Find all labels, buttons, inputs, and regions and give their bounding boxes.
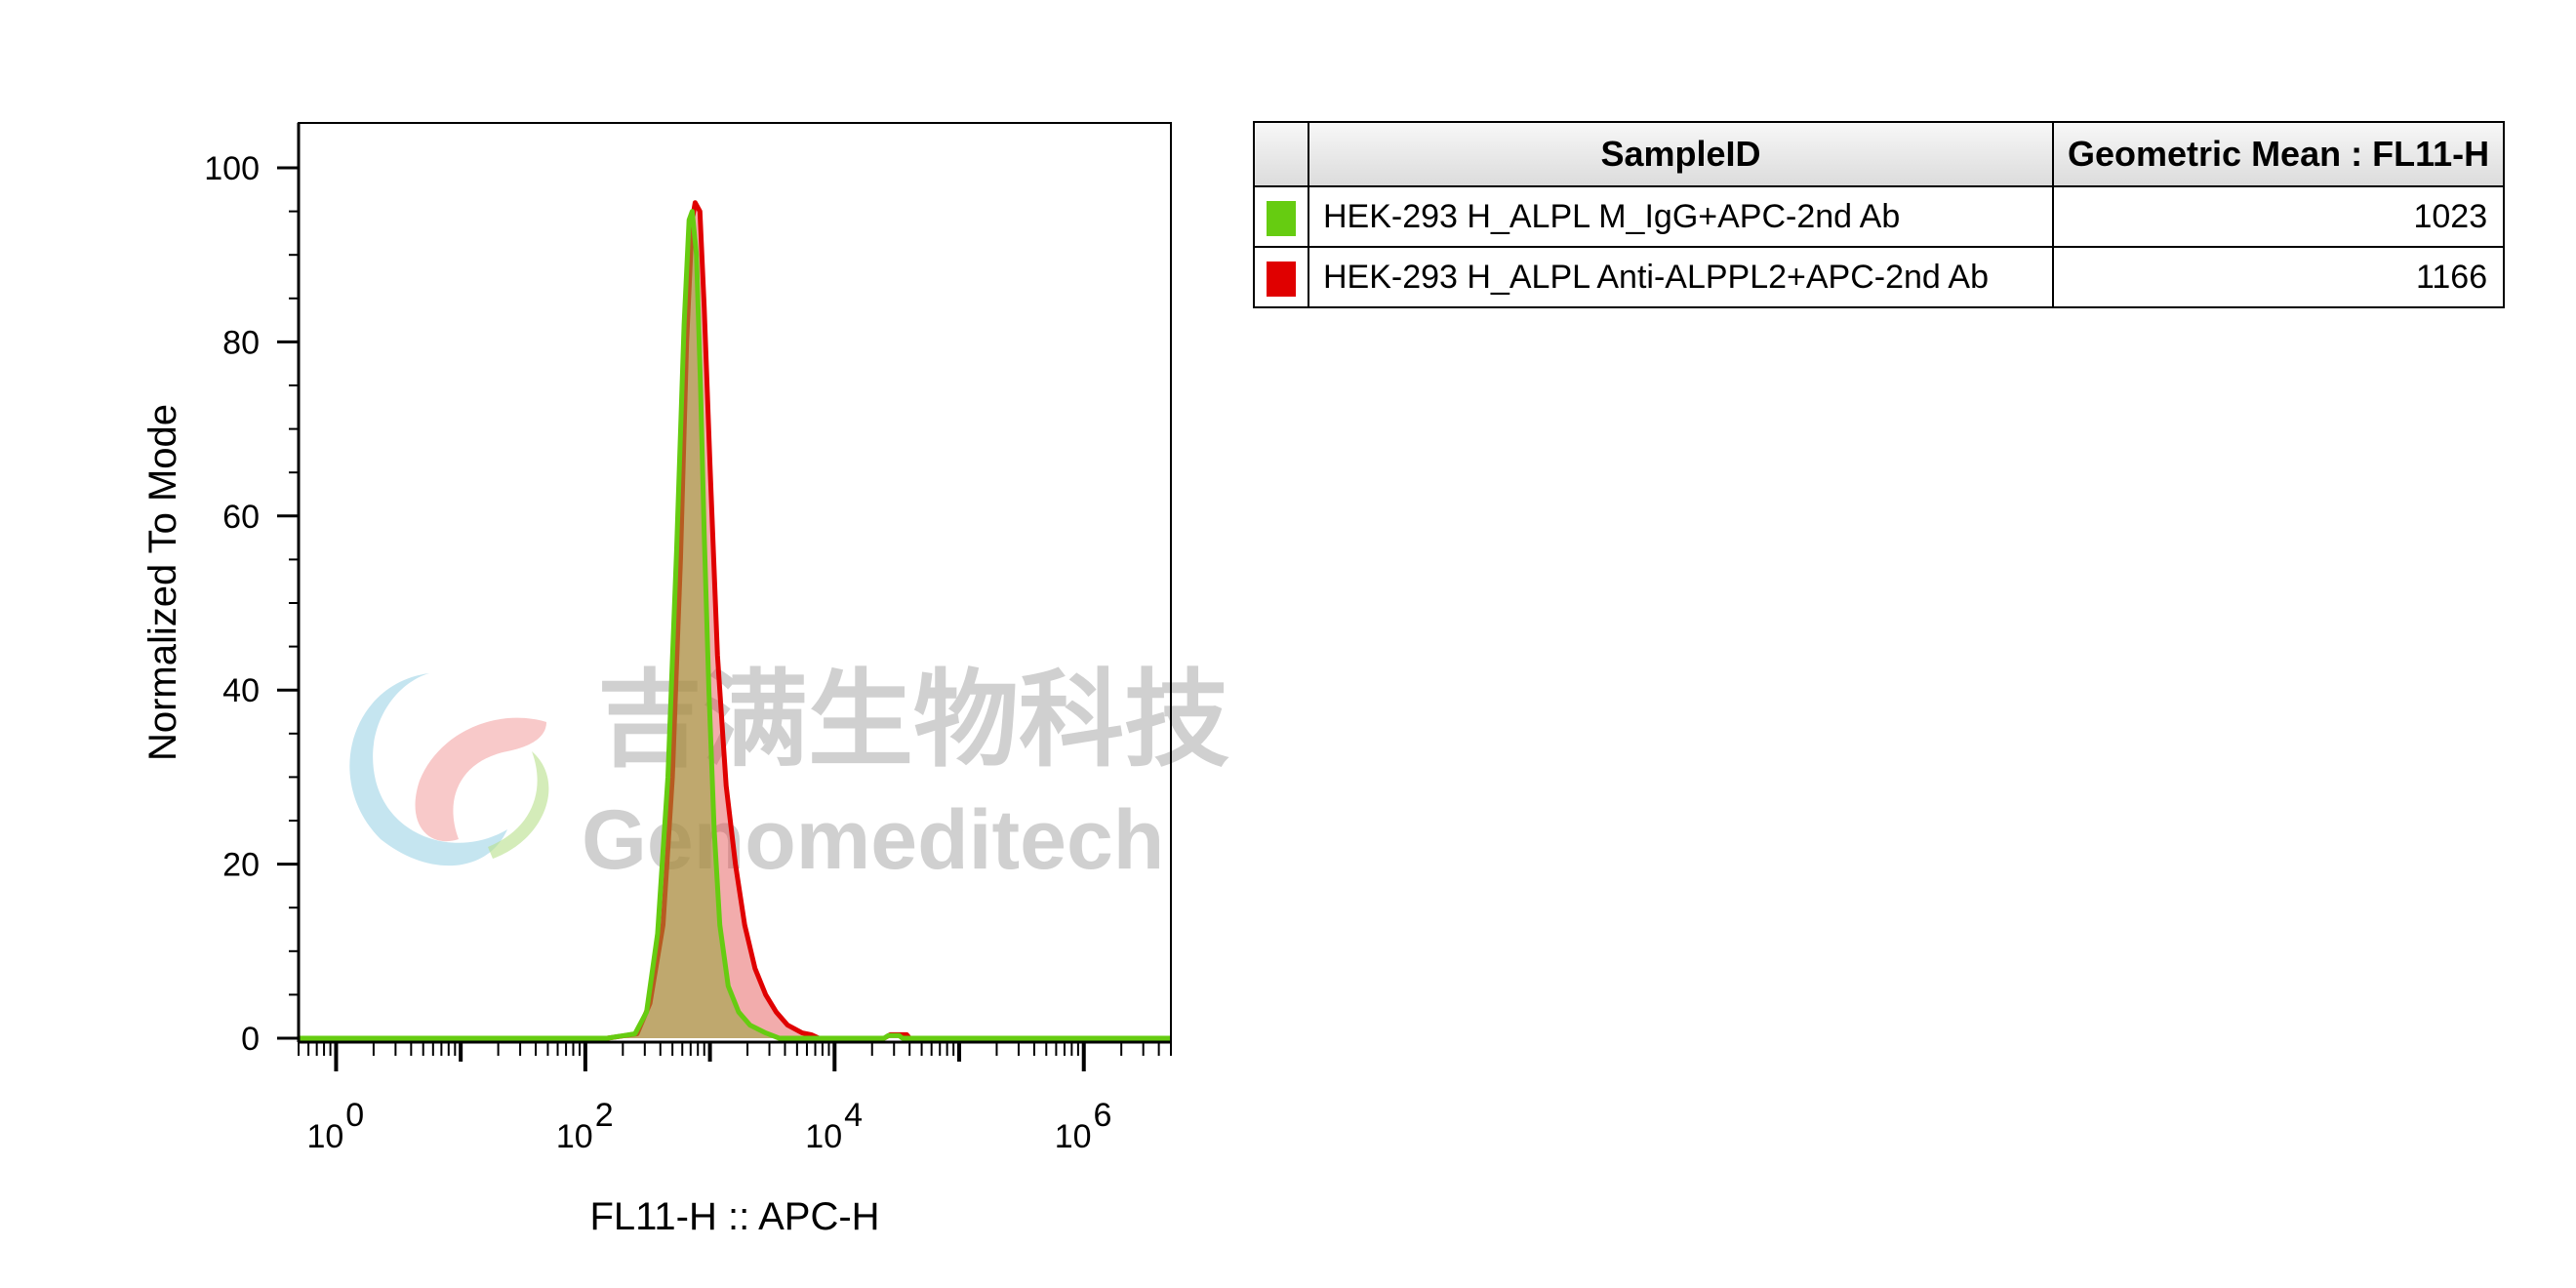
legend-swatch-cell xyxy=(1253,185,1309,248)
x-tick-label: 100 xyxy=(306,1097,364,1155)
table-row: HEK-293 H_ALPL Anti-ALPPL2+APC-2nd Ab 11… xyxy=(1253,246,2506,308)
series-area-1 xyxy=(299,202,1171,1038)
legend-swatch-header xyxy=(1253,121,1309,187)
watermark-logo-icon xyxy=(349,673,549,866)
x-tick-label: 102 xyxy=(556,1097,614,1155)
sample-id-cell: HEK-293 H_ALPL M_IgG+APC-2nd Ab xyxy=(1308,185,2054,248)
legend-swatch-cell xyxy=(1253,246,1309,308)
sample-id-cell: HEK-293 H_ALPL Anti-ALPPL2+APC-2nd Ab xyxy=(1308,246,2054,308)
y-tick-label: 60 xyxy=(222,499,260,536)
y-tick-label: 80 xyxy=(222,324,260,361)
legend-table: SampleID Geometric Mean : FL11-H HEK-293… xyxy=(1253,121,2506,308)
axes-layer: 0 20 40 60 80 100 100 102 104 106 xyxy=(204,123,1172,1155)
series-layer xyxy=(299,200,1171,1041)
legend-swatch xyxy=(1267,200,1296,236)
sampleid-header: SampleID xyxy=(1308,121,2054,187)
legend-header-row: SampleID Geometric Mean : FL11-H xyxy=(1253,121,2506,187)
table-row: HEK-293 H_ALPL M_IgG+APC-2nd Ab 1023 xyxy=(1253,185,2506,248)
y-tick-label: 40 xyxy=(222,672,260,709)
x-tick-label: 106 xyxy=(1055,1097,1112,1155)
geometric-mean-header: Geometric Mean : FL11-H xyxy=(2051,121,2506,187)
geometric-mean-cell: 1166 xyxy=(2051,246,2506,308)
legend-swatch xyxy=(1267,261,1296,297)
y-axis-label: Normalized To Mode xyxy=(141,404,184,761)
y-tick-label: 100 xyxy=(204,150,260,187)
y-tick-label: 0 xyxy=(241,1021,260,1058)
x-tick-label: 104 xyxy=(805,1097,863,1155)
series-line-2 xyxy=(299,209,1171,1041)
y-tick-label: 20 xyxy=(222,847,260,884)
geometric-mean-cell: 1023 xyxy=(2051,185,2506,248)
x-axis-label: FL11-H :: APC-H xyxy=(589,1195,879,1238)
